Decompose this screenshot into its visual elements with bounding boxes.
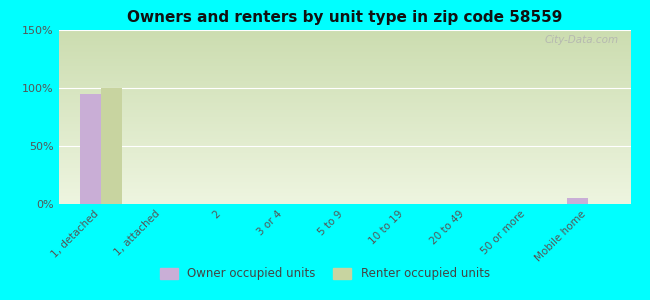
Bar: [80, 94, 101, 204]
Title: Owners and renters by unit type in zip code 58559: Owners and renters by unit type in zip c…: [127, 10, 562, 25]
Text: City-Data.com: City-Data.com: [545, 35, 619, 45]
Bar: [101, 88, 122, 204]
Legend: Owner occupied units, Renter occupied units: Owner occupied units, Renter occupied un…: [155, 263, 495, 285]
Bar: [567, 198, 588, 204]
